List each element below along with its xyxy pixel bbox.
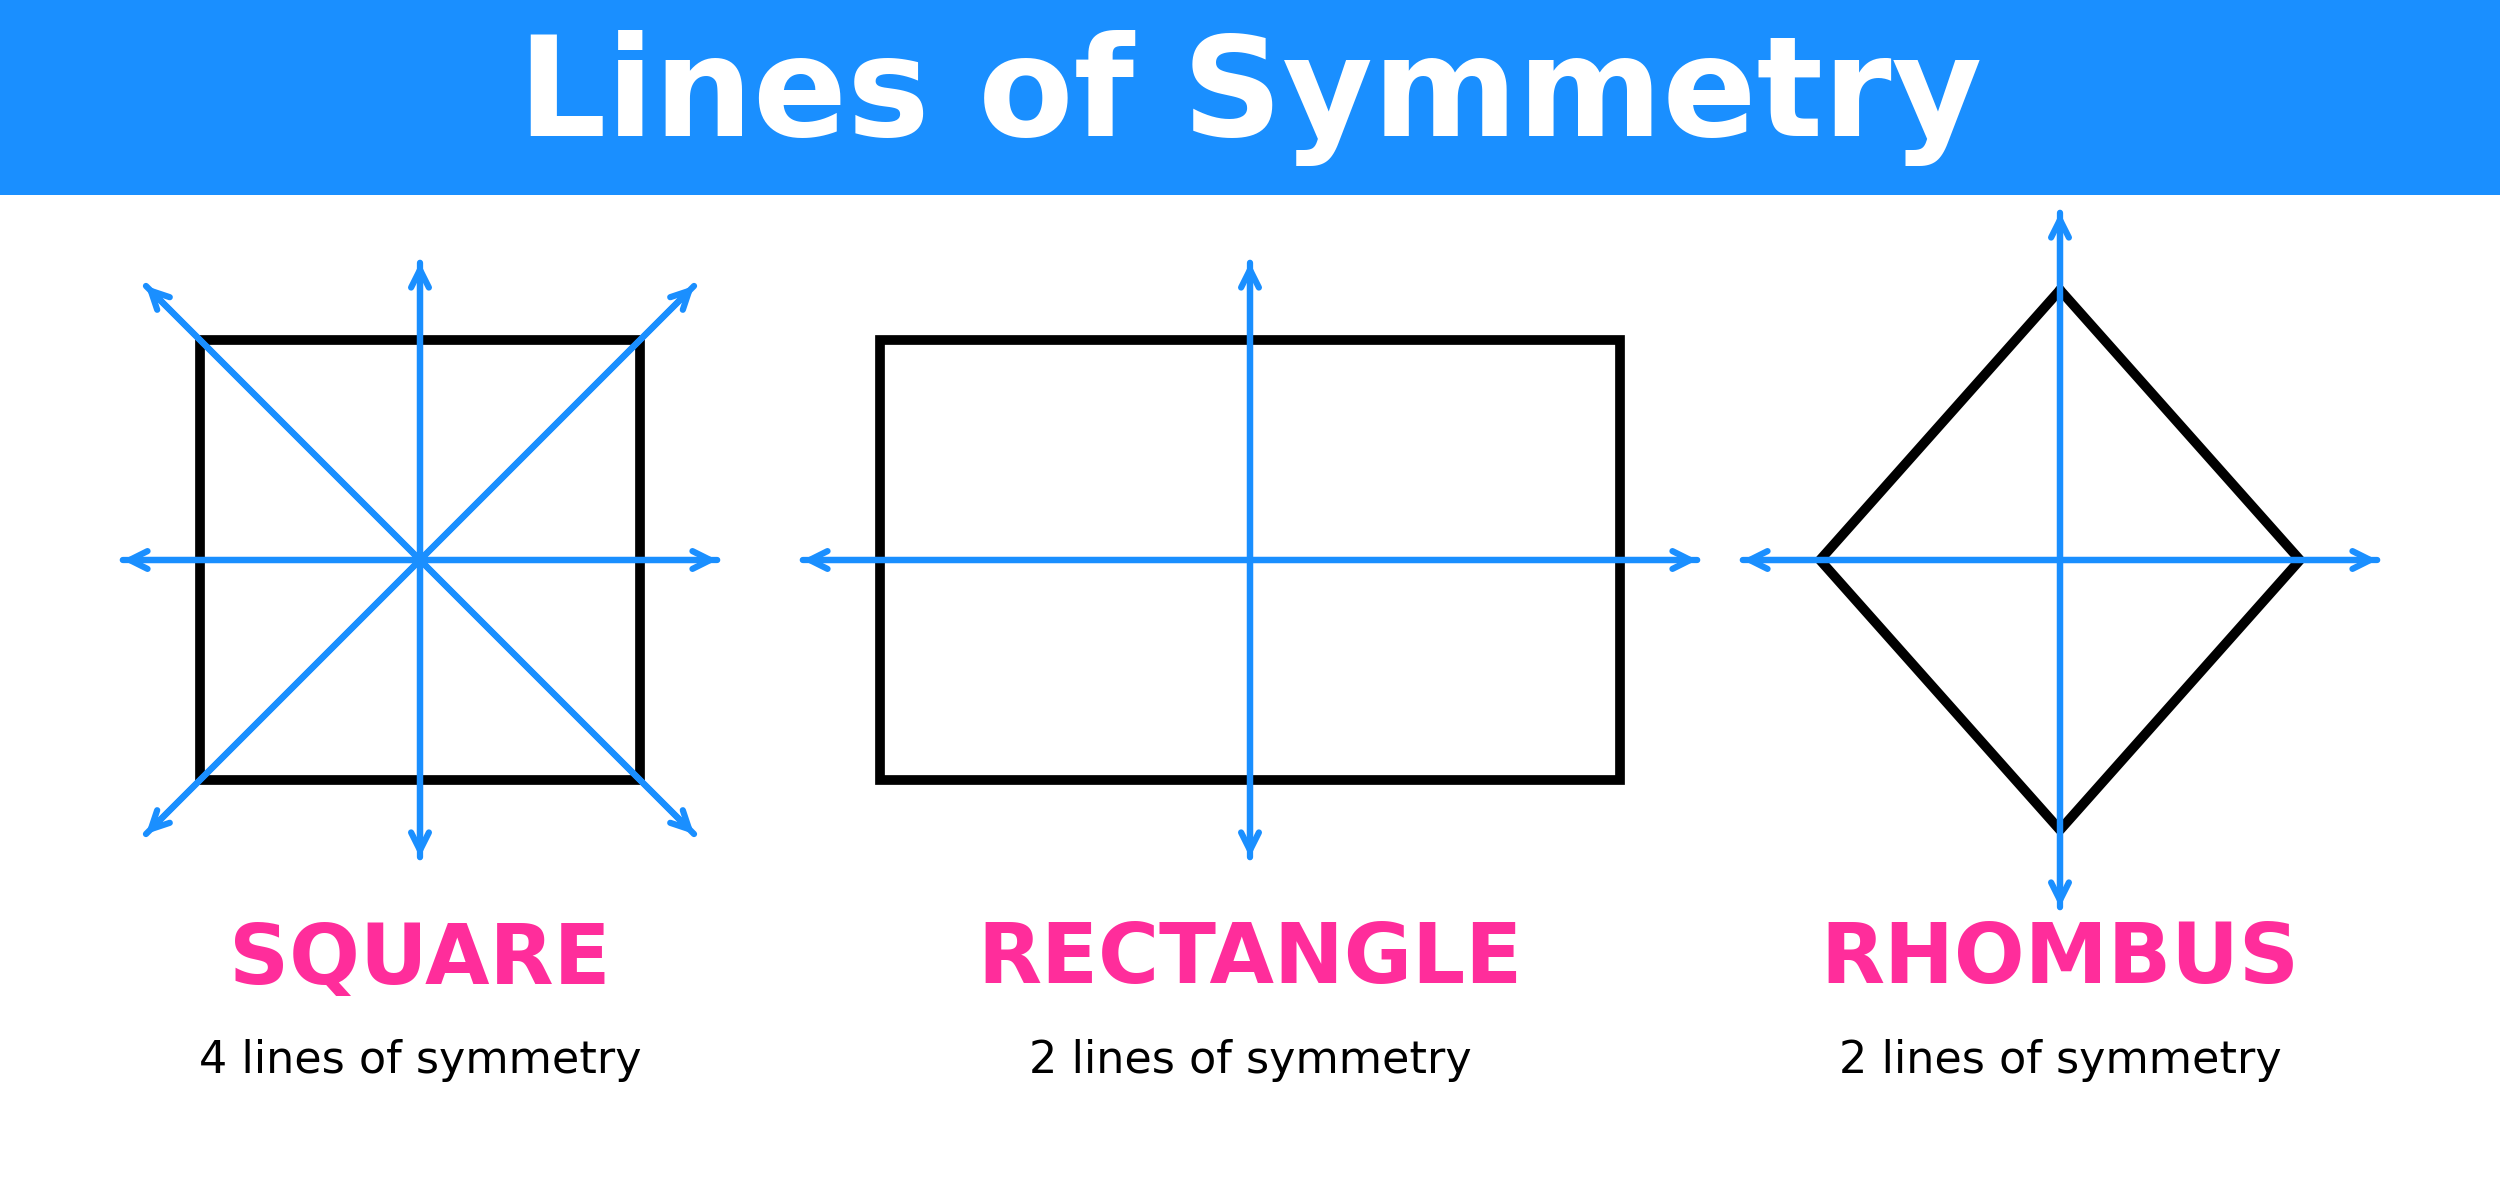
Text: 4 lines of symmetry: 4 lines of symmetry <box>198 1038 642 1082</box>
Bar <box>200 340 640 780</box>
Text: SQUARE: SQUARE <box>230 919 610 1000</box>
Text: RECTANGLE: RECTANGLE <box>978 919 1522 1000</box>
Bar <box>880 340 1620 780</box>
Text: 2 lines of symmetry: 2 lines of symmetry <box>1838 1038 2282 1082</box>
Text: RHOMBUS: RHOMBUS <box>1820 919 2300 1000</box>
Text: Lines of Symmetry: Lines of Symmetry <box>518 30 1983 165</box>
Bar <box>0 0 2500 195</box>
Text: 2 lines of symmetry: 2 lines of symmetry <box>1028 1038 1472 1082</box>
